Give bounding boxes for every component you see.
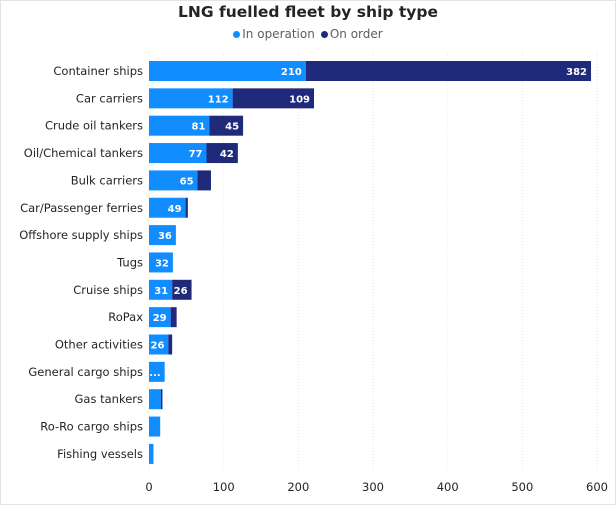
bar-in-operation: [149, 170, 198, 191]
data-label: 77: [189, 149, 203, 160]
data-label: 109: [289, 94, 310, 105]
category-label: RoPax: [108, 310, 143, 324]
category-label: Car/Passenger ferries: [20, 201, 143, 215]
data-label: 210: [281, 67, 302, 78]
bar-in-operation: [149, 361, 165, 382]
legend-label-in-operation: In operation: [242, 27, 315, 41]
data-label: ...: [149, 368, 160, 379]
data-label: 382: [566, 67, 587, 78]
category-label: Tugs: [116, 255, 143, 269]
data-label: 45: [225, 122, 239, 133]
bar-in-operation: [149, 225, 176, 246]
x-tick-label: 100: [213, 480, 235, 494]
data-label: 31: [154, 286, 168, 297]
category-label: Bulk carriers: [71, 173, 143, 187]
bar-on-order: [206, 143, 238, 164]
bar-on-order: [160, 389, 163, 410]
bar-in-operation: [149, 279, 173, 300]
bar-on-order: [172, 279, 192, 300]
category-label: Ro-Ro cargo ships: [40, 420, 143, 434]
data-label: 26: [150, 341, 164, 352]
category-label: Car carriers: [76, 91, 143, 105]
x-tick-label: 400: [437, 480, 459, 494]
bar-in-operation: [149, 389, 161, 410]
x-tick-label: 300: [362, 480, 384, 494]
data-label: 49: [168, 204, 182, 215]
bar-on-order: [197, 170, 211, 191]
bar-in-operation: [149, 252, 173, 273]
data-label: 29: [153, 313, 167, 324]
bar-on-order: [185, 197, 188, 218]
legend-item-on-order[interactable]: On order: [320, 27, 383, 41]
legend-swatch-on-order: [320, 30, 328, 38]
data-label: 32: [155, 258, 169, 269]
x-tick-label: 200: [287, 480, 309, 494]
legend-item-in-operation[interactable]: In operation: [233, 27, 315, 41]
data-label: 26: [174, 286, 188, 297]
data-label: 42: [220, 149, 234, 160]
category-label: Container ships: [53, 64, 143, 78]
bar-on-order: [305, 61, 592, 81]
x-tick-label: 500: [511, 480, 533, 494]
bar-on-order: [209, 115, 244, 136]
data-label: 112: [208, 94, 229, 105]
bar-in-operation: [149, 61, 306, 81]
legend: In operation On order: [0, 27, 616, 41]
category-label: Offshore supply ships: [19, 228, 143, 242]
category-label: Cruise ships: [73, 283, 143, 297]
chart-title: LNG fuelled fleet by ship type: [178, 3, 438, 21]
bar-in-operation: [149, 115, 210, 136]
bar-in-operation: [149, 143, 207, 164]
bar-on-order: [168, 334, 173, 355]
data-label: 81: [192, 122, 206, 133]
legend-swatch-in-operation: [233, 30, 241, 38]
bar-in-operation: [149, 307, 171, 328]
bar-on-order: [232, 88, 315, 109]
category-label: Oil/Chemical tankers: [24, 146, 143, 160]
bar-in-operation: [149, 334, 169, 355]
bar-in-operation: [149, 416, 161, 437]
bar-on-order: [170, 307, 177, 328]
bar-in-operation: [149, 88, 233, 109]
category-label: Gas tankers: [75, 392, 144, 406]
x-tick-label: 0: [145, 480, 152, 494]
bar-in-operation: [149, 443, 154, 464]
data-label: 65: [180, 176, 194, 187]
category-label: Other activities: [55, 338, 143, 352]
x-tick-label: 600: [586, 480, 608, 494]
data-label: 36: [158, 231, 172, 242]
category-label: Fishing vessels: [57, 447, 143, 461]
bar-in-operation: [149, 197, 186, 218]
category-label: Crude oil tankers: [45, 119, 143, 133]
category-label: General cargo ships: [28, 365, 143, 379]
legend-label-on-order: On order: [329, 27, 383, 41]
